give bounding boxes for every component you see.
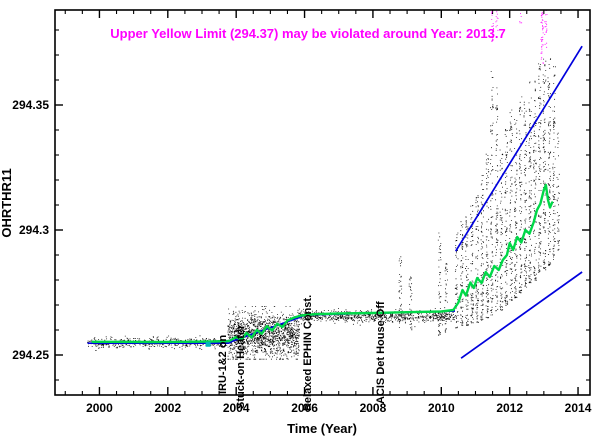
x-tick-label: 2000 <box>86 401 113 415</box>
plot-frame <box>54 9 591 396</box>
event-annotation: ACIS Det House Off <box>375 301 387 404</box>
special-marker <box>205 341 211 347</box>
fit-flat-line <box>87 310 456 345</box>
x-tick-label: 2002 <box>154 401 181 415</box>
lower-envelope-line <box>460 271 583 359</box>
event-annotation: IRU-1&2 on <box>217 334 229 394</box>
x-axis-label: Time (Year) <box>287 421 357 436</box>
upper-envelope-line <box>454 45 583 252</box>
event-annotation: Relaxed EPHIN Const. <box>302 295 314 411</box>
y-axis-label: OHRTHR11 <box>0 168 14 237</box>
x-tick-label: 2014 <box>565 401 592 415</box>
x-tick-label: 2010 <box>428 401 455 415</box>
chart-title: Upper Yellow Limit (294.37) may be viola… <box>110 26 505 41</box>
event-annotation: Stuck-on Heater <box>235 324 247 409</box>
trend-line <box>91 183 554 344</box>
x-tick-label: 2012 <box>496 401 523 415</box>
y-tick-label: 294.3 <box>19 223 49 237</box>
x-tick-label: 2008 <box>360 401 387 415</box>
y-tick-label: 294.35 <box>12 98 49 112</box>
y-tick-label: 294.25 <box>12 348 49 362</box>
x-tick-label: 2004 <box>223 401 250 415</box>
outlier-points <box>490 10 548 64</box>
x-tick-label: 2006 <box>291 401 318 415</box>
chart-layers: 2000 2002 2004 2006 2008 2010 2012 2014 294.25 29… <box>12 10 592 415</box>
